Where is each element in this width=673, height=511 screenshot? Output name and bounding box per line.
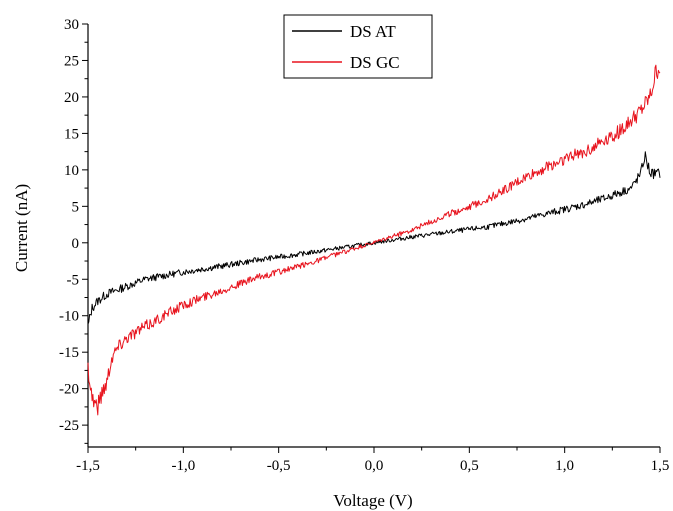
legend-box: [283, 14, 433, 79]
y-tick-label: -5: [67, 272, 80, 288]
y-tick-label: 25: [64, 53, 79, 69]
x-tick-label: -1,5: [76, 458, 100, 474]
x-tick-label: 0,0: [365, 458, 384, 474]
x-tick-label: -1,0: [171, 458, 195, 474]
legend: DS AT DS GC: [283, 14, 433, 79]
x-axis-title: Voltage (V): [333, 491, 412, 510]
y-tick-label: 10: [64, 163, 79, 179]
y-tick-label: -20: [59, 382, 79, 398]
y-tick-label: 5: [72, 199, 80, 215]
x-tick-label: 1,5: [651, 458, 670, 474]
axes: -1,5 -1,0 -0,5 0,0 0,5 1,0 1,5 -25 -20 -15 -10 -5 0 5…: [59, 17, 669, 474]
y-tick-label: -10: [59, 309, 79, 325]
y-tick-label: -25: [59, 418, 79, 434]
legend-label-ds-gc: DS GC: [350, 53, 400, 72]
legend-label-ds-at: DS AT: [350, 22, 396, 41]
y-tick-label: 20: [64, 90, 79, 106]
series-layer: [87, 64, 661, 416]
x-tick-label: 0,5: [460, 458, 479, 474]
series-line-ds-at: [87, 151, 661, 325]
y-tick-label: 15: [64, 126, 79, 142]
y-tick-label: 30: [64, 17, 79, 33]
y-axis-title: Current (nA): [12, 184, 31, 272]
x-tick-label: -0,5: [267, 458, 291, 474]
x-tick-label: 1,0: [555, 458, 574, 474]
y-tick-label: -15: [59, 345, 79, 361]
y-tick-label: 0: [72, 236, 80, 252]
series-line-ds-gc: [87, 64, 661, 416]
